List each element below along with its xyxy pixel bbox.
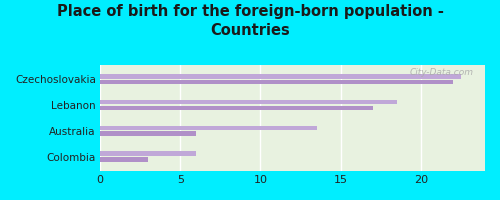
Text: City-Data.com: City-Data.com (410, 68, 474, 77)
Bar (100, 106, 372, 110)
Bar (100, 157, 148, 162)
Bar (100, 74, 461, 79)
Bar (100, 151, 196, 156)
Bar (100, 126, 316, 130)
Bar (100, 131, 196, 136)
Bar (100, 100, 397, 104)
Bar (100, 80, 453, 84)
Text: Place of birth for the foreign-born population -
Countries: Place of birth for the foreign-born popu… (56, 4, 444, 38)
